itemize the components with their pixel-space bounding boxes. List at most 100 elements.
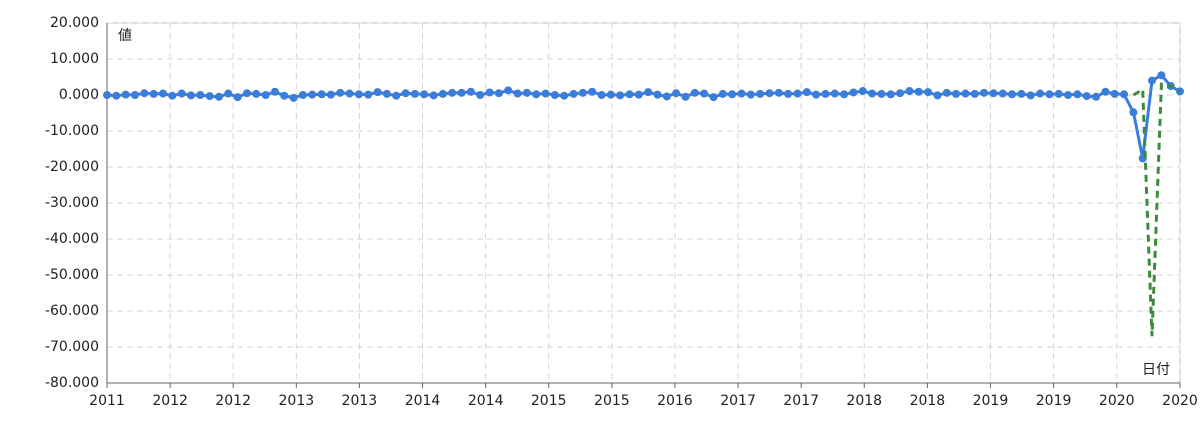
- data-point: [261, 91, 270, 99]
- y-tick-label: 20.000: [50, 15, 99, 31]
- x-axis-label: 日付: [1142, 362, 1170, 378]
- y-tick-label: -30.000: [45, 195, 99, 211]
- data-point: [886, 90, 895, 99]
- data-point: [270, 87, 279, 96]
- x-tick-label: 2016: [657, 393, 693, 409]
- y-tick-label: -70.000: [45, 339, 99, 355]
- x-tick-label: 2018: [910, 393, 946, 409]
- data-point: [877, 89, 886, 98]
- data-point: [1120, 90, 1129, 99]
- x-tick-label: 2015: [531, 393, 567, 409]
- data-point: [205, 92, 214, 101]
- data-point: [1101, 87, 1110, 96]
- x-tick-label: 2020: [1099, 393, 1135, 409]
- x-tick-label: 2015: [594, 393, 630, 409]
- y-tick-label: -10.000: [45, 123, 99, 139]
- data-point: [690, 88, 699, 97]
- data-point: [317, 90, 326, 99]
- y-tick-label: 10.000: [50, 51, 99, 67]
- data-point: [681, 92, 690, 101]
- data-point: [560, 91, 569, 100]
- data-point: [924, 88, 933, 97]
- data-point: [765, 89, 774, 98]
- data-point: [1008, 90, 1017, 99]
- data-point: [868, 89, 877, 98]
- data-point: [345, 89, 354, 98]
- x-tick-label: 2018: [846, 393, 882, 409]
- data-point: [1129, 108, 1138, 117]
- data-point: [354, 90, 363, 99]
- x-tick-label: 2014: [468, 393, 504, 409]
- x-tick-label: 2019: [1036, 393, 1072, 409]
- data-point: [970, 89, 979, 98]
- data-point: [914, 87, 923, 96]
- data-point: [448, 88, 457, 97]
- data-point: [364, 90, 373, 99]
- data-point: [476, 91, 485, 99]
- data-point: [634, 90, 643, 99]
- data-point: [550, 91, 559, 99]
- x-tick-label: 2012: [215, 393, 251, 409]
- data-point: [998, 89, 1007, 98]
- data-point: [541, 89, 550, 98]
- data-point: [336, 88, 345, 97]
- data-point: [1017, 89, 1026, 98]
- data-point: [644, 88, 653, 97]
- x-tick-label: 2017: [720, 393, 756, 409]
- data-point: [298, 91, 307, 99]
- x-tick-label: 2013: [342, 393, 378, 409]
- data-point: [224, 89, 233, 98]
- data-point: [373, 88, 382, 97]
- data-point: [466, 87, 475, 96]
- data-point: [653, 90, 662, 99]
- data-point: [308, 90, 317, 99]
- x-tick-label: 2014: [405, 393, 441, 409]
- data-point: [616, 91, 625, 100]
- data-point: [980, 88, 989, 97]
- data-point: [401, 89, 410, 98]
- data-point: [989, 89, 998, 98]
- data-point: [578, 88, 587, 97]
- data-point: [597, 91, 606, 99]
- data-point: [700, 89, 709, 98]
- data-point: [849, 88, 858, 97]
- data-point: [858, 87, 867, 96]
- data-point: [709, 93, 718, 102]
- data-point: [1054, 89, 1063, 98]
- data-point: [961, 89, 970, 98]
- data-point: [625, 90, 634, 99]
- data-point: [130, 91, 139, 99]
- data-point: [382, 89, 391, 98]
- data-point: [1045, 90, 1054, 99]
- data-point: [588, 87, 597, 96]
- data-point: [896, 89, 905, 98]
- data-point: [140, 89, 149, 98]
- data-point: [1148, 76, 1157, 85]
- data-point: [821, 89, 830, 98]
- data-point: [532, 90, 541, 99]
- x-tick-label: 2012: [152, 393, 188, 409]
- data-point: [1064, 91, 1073, 99]
- data-point: [1092, 92, 1101, 101]
- x-tick-label: 2011: [89, 393, 125, 409]
- data-point: [569, 89, 578, 98]
- data-point: [485, 88, 494, 97]
- data-point: [952, 89, 961, 98]
- y-tick-label: 0.000: [59, 87, 99, 103]
- data-point: [103, 91, 111, 99]
- data-point: [504, 86, 513, 95]
- data-point: [214, 92, 223, 101]
- data-point: [1157, 71, 1166, 80]
- y-tick-label: -60.000: [45, 303, 99, 319]
- data-point: [438, 89, 447, 98]
- data-point: [522, 88, 531, 97]
- data-point: [149, 89, 158, 98]
- data-point: [718, 89, 727, 98]
- data-point: [774, 88, 783, 97]
- data-point: [457, 88, 466, 97]
- data-point: [168, 91, 177, 100]
- data-point: [812, 90, 821, 99]
- data-point: [746, 90, 755, 99]
- data-point: [905, 87, 914, 96]
